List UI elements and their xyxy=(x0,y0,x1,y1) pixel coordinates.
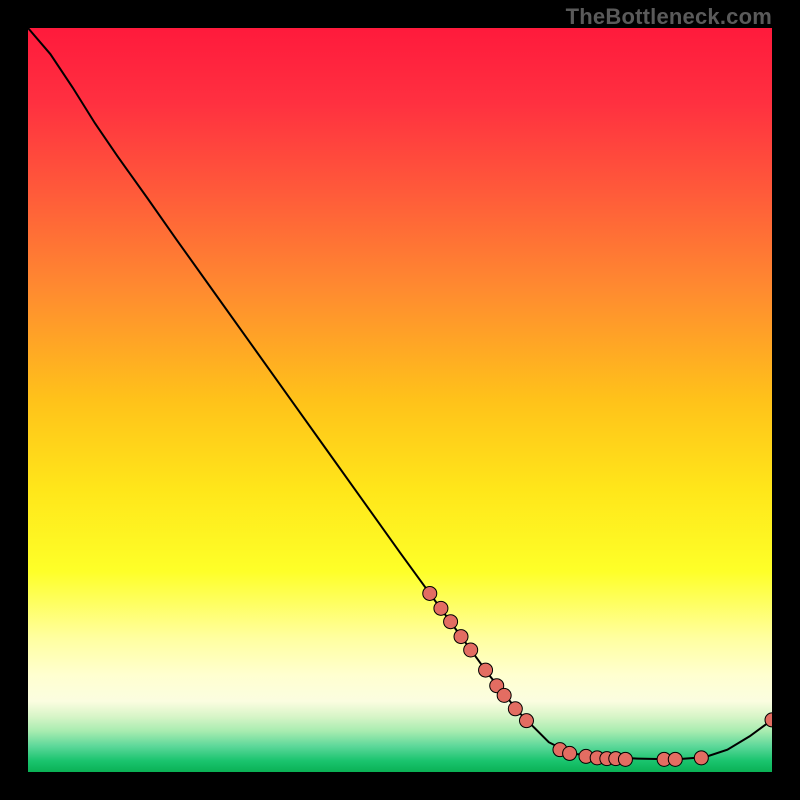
data-point-marker xyxy=(464,643,478,657)
chart-svg xyxy=(28,28,772,772)
chart-background xyxy=(28,28,772,772)
data-point-marker xyxy=(618,752,632,766)
data-point-marker xyxy=(668,752,682,766)
watermark-label: TheBottleneck.com xyxy=(566,4,772,30)
data-point-marker xyxy=(519,714,533,728)
data-point-marker xyxy=(479,663,493,677)
data-point-marker xyxy=(497,688,511,702)
data-point-marker xyxy=(454,630,468,644)
chart-container xyxy=(28,28,772,772)
data-point-marker xyxy=(694,751,708,765)
data-point-marker xyxy=(508,702,522,716)
data-point-marker xyxy=(563,746,577,760)
data-point-marker xyxy=(423,586,437,600)
data-point-marker xyxy=(434,601,448,615)
data-point-marker xyxy=(444,615,458,629)
